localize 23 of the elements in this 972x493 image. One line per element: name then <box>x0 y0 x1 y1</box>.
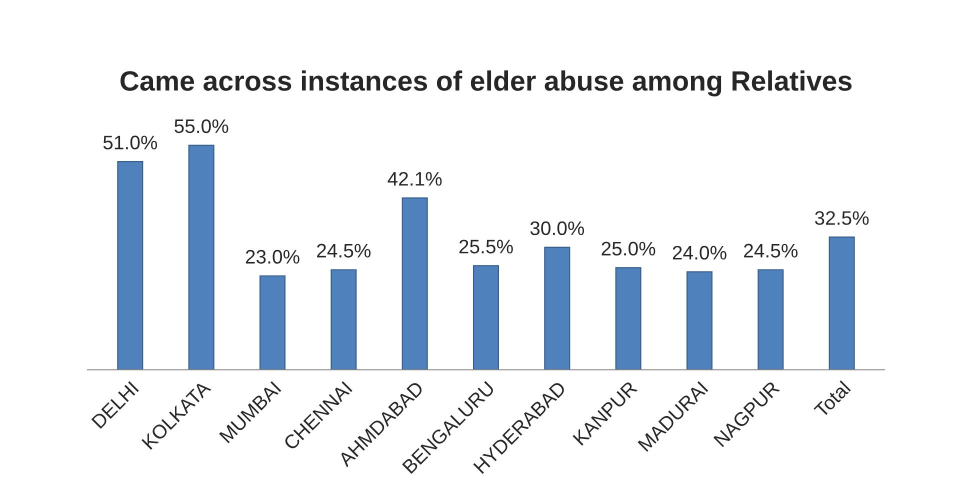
data-label: 42.1% <box>388 172 442 186</box>
bar <box>615 267 642 370</box>
bar <box>117 161 144 370</box>
data-label: 55.0% <box>174 119 228 134</box>
data-label: 25.5% <box>459 240 513 254</box>
bar <box>472 265 500 370</box>
data-label: 24.5% <box>744 244 798 258</box>
data-label: 30.0% <box>530 221 584 236</box>
data-label: 24.0% <box>672 246 726 260</box>
bar <box>330 269 357 370</box>
bar <box>828 236 855 370</box>
data-label: 24.5% <box>317 244 371 258</box>
bar <box>758 269 784 370</box>
data-label: 32.5% <box>814 211 869 225</box>
data-label: 23.0% <box>246 250 300 264</box>
bar <box>402 197 428 370</box>
data-label: 25.0% <box>602 242 656 256</box>
bar <box>188 144 214 370</box>
chart-title: Came across instances of elder abuse among Relatives <box>120 70 852 96</box>
bar <box>260 275 286 370</box>
bar <box>544 246 570 370</box>
bar <box>686 271 712 370</box>
data-label: 51.0% <box>103 136 158 150</box>
